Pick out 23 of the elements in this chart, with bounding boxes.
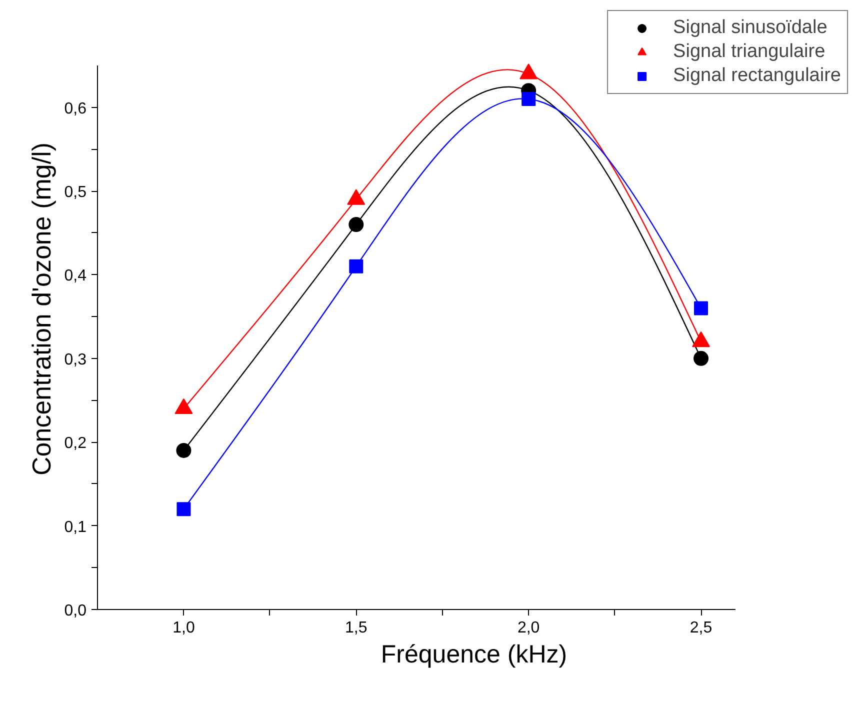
x-tick-label: 1,0 [172,620,195,636]
x-axis-title: Fréquence (kHz) [380,640,568,668]
x-tick-label: 2,0 [517,620,540,636]
legend-label: Signal triangulaire [673,41,826,63]
y-tick-label: 0,5 [64,184,87,202]
y-tick-label: 0,4 [64,268,87,285]
legend-label: Signal rectangulaire [673,65,841,87]
point [176,502,191,516]
y-tick-label: 0,1 [64,518,87,536]
x-tick-label: 1,5 [345,620,368,636]
point [348,217,364,232]
point [176,443,192,458]
x-tick-label: 2,5 [690,620,712,636]
y-tick-label: 0,6 [64,100,87,118]
legend-label: Signal sinusoïdale [673,17,828,39]
point [694,301,708,316]
point [349,259,364,274]
y-tick-label: 0,0 [64,602,87,620]
y-tick-label: 0,2 [64,435,87,452]
y-tick-label: 0,3 [64,351,87,368]
point [694,350,709,366]
point [522,92,536,106]
y-axis-title: Concentration d'ozone (mg/l) [26,142,56,476]
